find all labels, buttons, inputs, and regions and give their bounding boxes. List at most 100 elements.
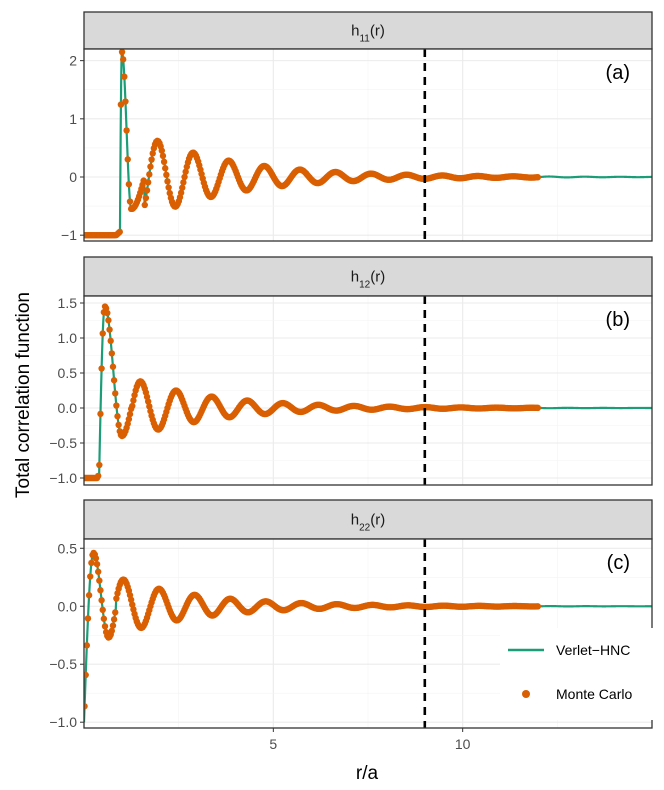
monte-carlo-point xyxy=(97,410,104,418)
strip-background xyxy=(83,256,653,297)
y-tick-label: 1.0 xyxy=(58,330,78,346)
monte-carlo-point xyxy=(98,365,105,372)
monte-carlo-point xyxy=(177,189,185,196)
monte-carlo-point xyxy=(87,573,94,580)
monte-carlo-point xyxy=(97,587,104,594)
monte-carlo-point xyxy=(112,390,119,397)
monte-carlo-point xyxy=(534,174,542,181)
y-tick-label: 1.5 xyxy=(58,295,78,311)
x-axis-title: r/a xyxy=(356,763,379,784)
monte-carlo-points xyxy=(84,549,542,710)
panel-tag: (c) xyxy=(607,552,630,574)
y-tick-label: 0.5 xyxy=(58,540,78,556)
monte-carlo-point xyxy=(95,472,102,480)
monte-carlo-point xyxy=(146,171,153,178)
monte-carlo-point xyxy=(113,595,120,602)
monte-carlo-point xyxy=(125,181,133,188)
monte-carlo-point xyxy=(105,317,112,324)
monte-carlo-point xyxy=(84,671,89,679)
legend: Verlet−HNC Monte Carlo xyxy=(500,628,658,720)
monte-carlo-point xyxy=(124,156,131,163)
strip-label: h12(r) xyxy=(351,269,385,291)
monte-carlo-point xyxy=(125,415,133,423)
monte-carlo-point xyxy=(116,228,123,236)
monte-carlo-point xyxy=(108,627,116,635)
monte-carlo-point xyxy=(114,413,121,420)
monte-carlo-point xyxy=(96,461,103,469)
monte-carlo-point xyxy=(100,615,108,622)
monte-carlo-point xyxy=(534,404,542,412)
monte-carlo-point xyxy=(84,703,88,710)
strip-background xyxy=(83,11,653,50)
monte-carlo-points xyxy=(84,303,542,482)
monte-carlo-point xyxy=(99,606,106,614)
monte-carlo-point xyxy=(85,592,93,599)
y-tick-label: 0.0 xyxy=(58,598,78,614)
monte-carlo-point xyxy=(127,596,135,603)
monte-carlo-point xyxy=(129,601,136,608)
monte-carlo-point xyxy=(143,187,151,194)
strip-label: h11(r) xyxy=(351,23,385,45)
monte-carlo-point xyxy=(121,73,128,80)
monte-carlo-point xyxy=(113,402,120,409)
monte-carlo-point xyxy=(534,603,542,610)
monte-carlo-point xyxy=(148,156,155,163)
monte-carlo-point xyxy=(110,377,118,384)
y-tick-label: −0.5 xyxy=(49,656,77,672)
y-tick-label: −1.0 xyxy=(49,470,77,486)
monte-carlo-point xyxy=(126,198,134,205)
monte-carlo-point xyxy=(98,597,105,604)
monte-carlo-point xyxy=(88,559,95,567)
monte-carlo-point xyxy=(93,560,101,568)
strip-background xyxy=(83,499,653,540)
monte-carlo-point xyxy=(164,178,171,185)
monte-carlo-point xyxy=(108,350,116,357)
monte-carlo-point xyxy=(130,397,137,404)
monte-carlo-point xyxy=(166,189,173,197)
monte-carlo-point xyxy=(106,326,113,333)
monte-carlo-point xyxy=(182,168,189,175)
monte-carlo-point xyxy=(129,402,136,410)
monte-carlo-points xyxy=(84,49,542,239)
monte-carlo-point xyxy=(142,194,150,202)
monte-carlo-point xyxy=(141,201,148,209)
monte-carlo-point xyxy=(159,152,167,160)
legend-points-key xyxy=(522,690,530,698)
series-group xyxy=(84,49,652,239)
y-axis-title: Total correlation function xyxy=(13,292,34,498)
monte-carlo-point xyxy=(119,56,127,63)
x-tick-label: 10 xyxy=(455,736,471,752)
monte-carlo-point xyxy=(109,622,117,629)
monte-carlo-point xyxy=(95,568,102,575)
legend-line-label: Verlet−HNC xyxy=(556,642,630,658)
monte-carlo-point xyxy=(109,363,117,370)
monte-carlo-point xyxy=(101,623,109,630)
panel-2: h12(r) −1.0 −0.5 0.0 0.5 1.0 1.5 (b) xyxy=(49,256,653,486)
monte-carlo-point xyxy=(92,555,100,562)
legend-background xyxy=(500,628,658,720)
panel-tag: (a) xyxy=(606,62,630,84)
monte-carlo-point xyxy=(160,158,168,166)
y-tick-label: −1 xyxy=(61,227,77,243)
y-tick-label: 0 xyxy=(69,169,77,185)
y-tick-label: 2 xyxy=(69,53,77,69)
panel-border xyxy=(83,295,653,486)
monte-carlo-point xyxy=(112,609,119,616)
monte-carlo-point xyxy=(162,165,169,172)
panel-tag: (b) xyxy=(606,309,630,331)
monte-carlo-point xyxy=(146,403,153,410)
y-tick-label: −0.5 xyxy=(49,435,77,451)
series-group xyxy=(84,303,652,482)
monte-carlo-point xyxy=(84,615,92,622)
y-tick-label: 1 xyxy=(69,111,77,127)
y-tick-label: 0.5 xyxy=(58,365,78,381)
monte-carlo-point xyxy=(144,398,152,405)
panels-layer: h11(r) −1 0 1 2 (a) h12(r) −1.0 −0.5 0.0 0.5 1.0 1.5… xyxy=(49,11,653,752)
monte-carlo-point xyxy=(96,577,103,584)
monte-carlo-point xyxy=(180,179,187,186)
monte-carlo-point xyxy=(179,184,186,191)
y-tick-label: 0.0 xyxy=(58,400,78,416)
monte-carlo-point xyxy=(165,184,172,191)
monte-carlo-point xyxy=(158,147,166,154)
